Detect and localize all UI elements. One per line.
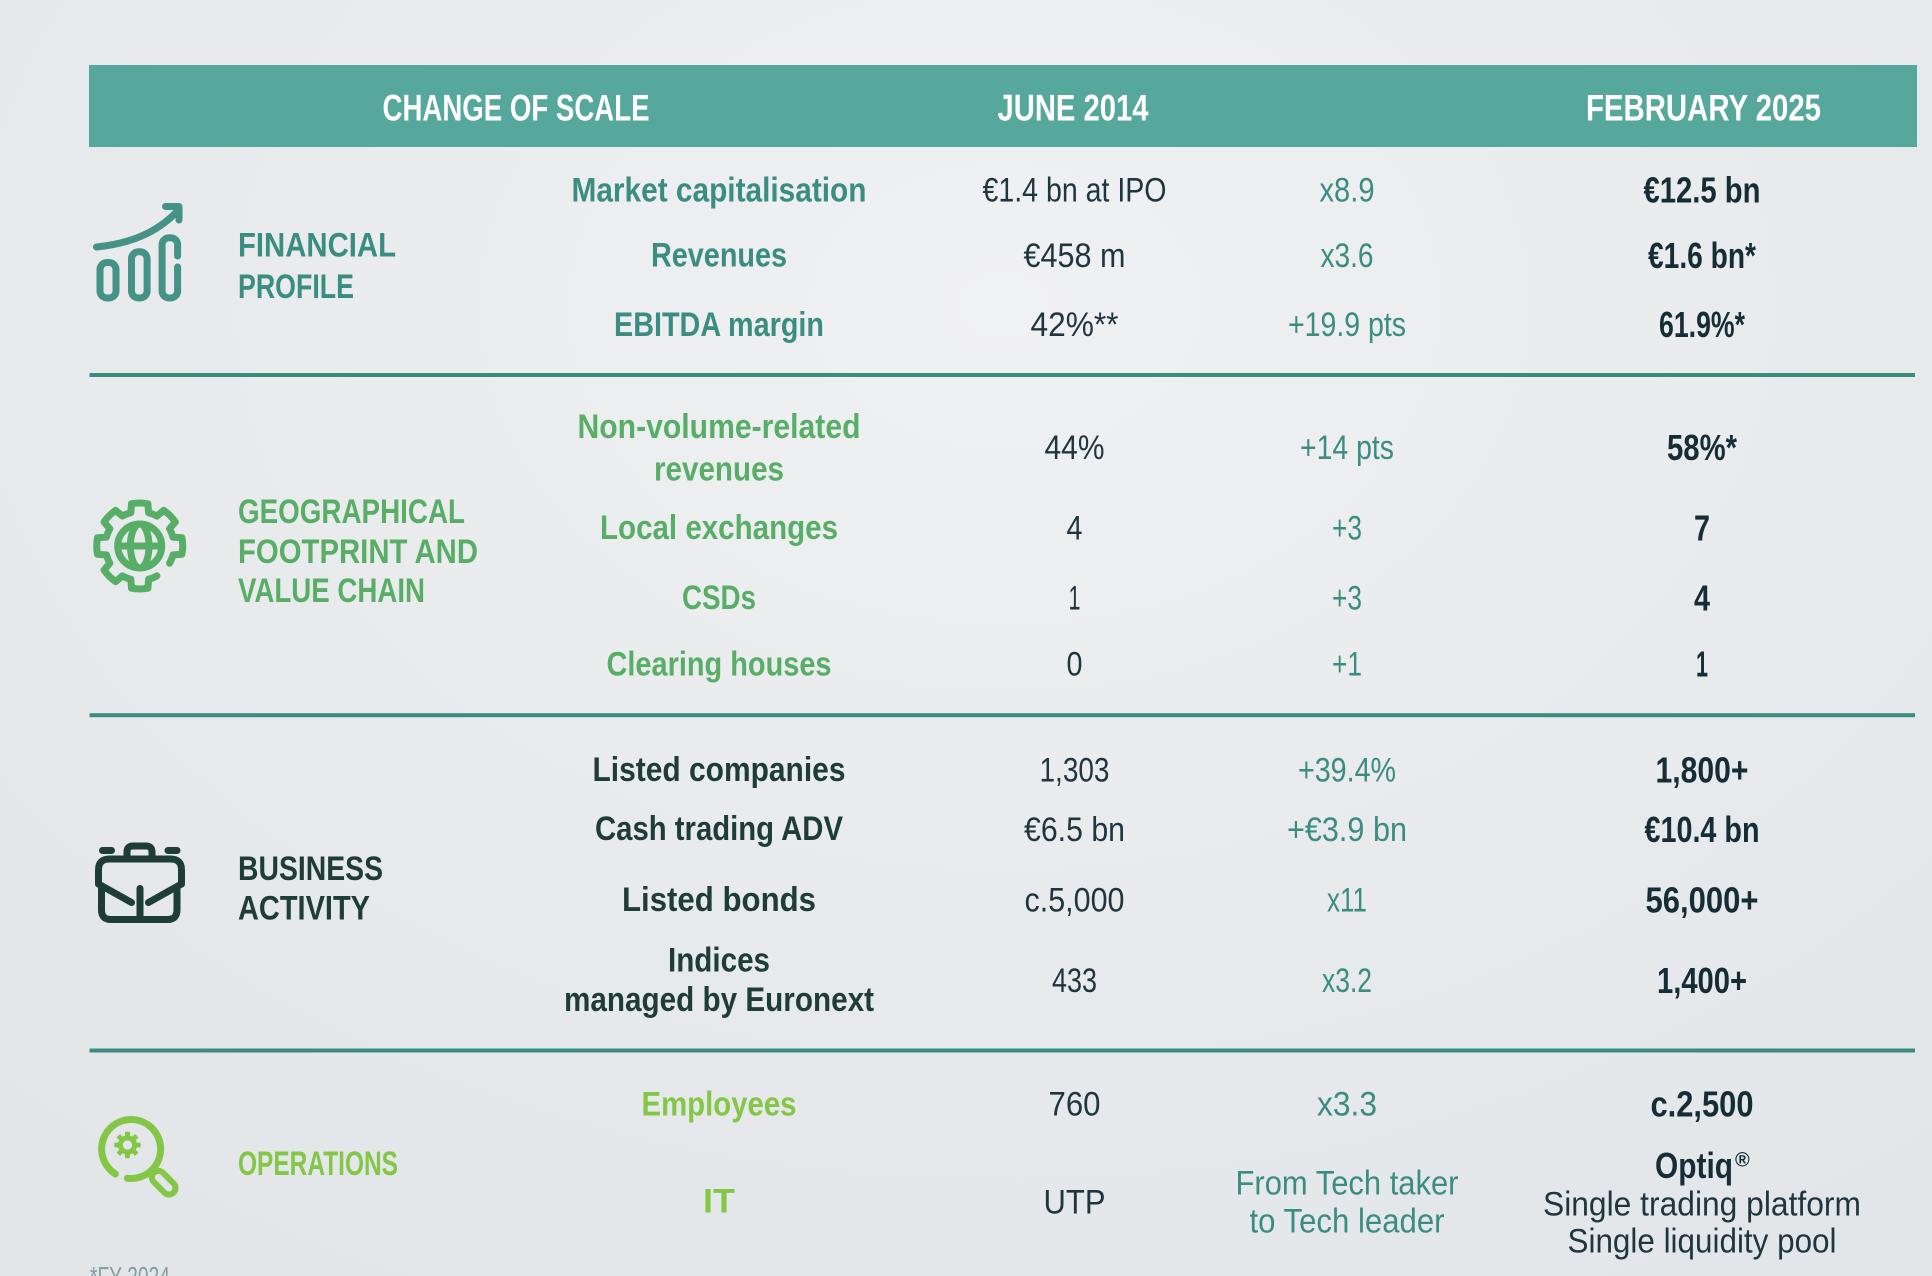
svg-text:ACTIVITY: ACTIVITY: [238, 890, 370, 928]
svg-text:1,400+: 1,400+: [1657, 960, 1747, 1001]
svg-text:7: 7: [1694, 507, 1710, 548]
svg-text:4: 4: [1067, 510, 1083, 548]
svg-text:CSDs: CSDs: [682, 579, 756, 617]
svg-text:VALUE CHAIN: VALUE CHAIN: [238, 572, 425, 610]
svg-text:IT: IT: [703, 1183, 735, 1221]
svg-text:+14 pts: +14 pts: [1300, 429, 1394, 467]
svg-text:61.9%*: 61.9%*: [1659, 304, 1745, 345]
svg-text:Optiq: Optiq: [1655, 1145, 1733, 1186]
svg-text:EBITDA margin: EBITDA margin: [614, 306, 824, 344]
svg-text:€458 m: €458 m: [1024, 237, 1126, 275]
svg-text:€12.5 bn: €12.5 bn: [1644, 169, 1761, 210]
svg-text:+3: +3: [1332, 580, 1362, 618]
svg-text:x8.9: x8.9: [1320, 172, 1375, 210]
svg-text:€10.4 bn: €10.4 bn: [1645, 809, 1760, 850]
svg-text:+19.9 pts: +19.9 pts: [1288, 306, 1406, 344]
svg-text:Non-volume-related: Non-volume-related: [578, 408, 861, 446]
svg-text:Single trading platform: Single trading platform: [1543, 1186, 1861, 1224]
svg-text:FOOTPRINT AND: FOOTPRINT AND: [238, 533, 478, 571]
svg-text:Cash trading ADV: Cash trading ADV: [595, 810, 843, 848]
svg-text:Employees: Employees: [642, 1086, 797, 1124]
svg-text:1,800+: 1,800+: [1656, 749, 1749, 790]
svg-text:BUSINESS: BUSINESS: [238, 850, 383, 888]
svg-text:®: ®: [1735, 1150, 1750, 1172]
svg-text:*FY 2024: *FY 2024: [90, 1261, 170, 1276]
svg-text:c.2,500: c.2,500: [1651, 1083, 1754, 1124]
svg-text:x3.6: x3.6: [1321, 237, 1374, 275]
svg-text:+3: +3: [1332, 510, 1362, 548]
svg-text:Local exchanges: Local exchanges: [600, 509, 838, 547]
svg-text:42%**: 42%**: [1031, 306, 1119, 344]
svg-text:Single liquidity pool: Single liquidity pool: [1568, 1223, 1837, 1261]
svg-text:€6.5 bn: €6.5 bn: [1024, 811, 1125, 849]
svg-text:1,303: 1,303: [1040, 752, 1110, 790]
svg-text:x3.3: x3.3: [1317, 1086, 1377, 1124]
svg-text:1: 1: [1696, 643, 1708, 684]
svg-text:Clearing houses: Clearing houses: [607, 646, 832, 684]
svg-text:OPERATIONS: OPERATIONS: [238, 1145, 398, 1183]
svg-text:433: 433: [1052, 962, 1097, 1000]
svg-text:€1.6 bn*: €1.6 bn*: [1648, 235, 1756, 276]
svg-text:Listed bonds: Listed bonds: [622, 881, 816, 919]
svg-text:x11: x11: [1327, 882, 1367, 920]
svg-text:0: 0: [1067, 646, 1083, 684]
svg-text:PROFILE: PROFILE: [238, 268, 354, 306]
svg-text:Market capitalisation: Market capitalisation: [572, 172, 867, 210]
svg-text:JUNE 2014: JUNE 2014: [998, 86, 1149, 128]
svg-text:44%: 44%: [1045, 429, 1105, 467]
svg-text:GEOGRAPHICAL: GEOGRAPHICAL: [238, 493, 465, 531]
svg-text:From Tech taker: From Tech taker: [1236, 1165, 1459, 1203]
svg-text:1: 1: [1069, 580, 1081, 618]
svg-text:UTP: UTP: [1044, 1184, 1106, 1222]
svg-text:+39.4%: +39.4%: [1298, 752, 1396, 790]
svg-text:managed by Euronext: managed by Euronext: [564, 981, 874, 1019]
svg-text:x3.2: x3.2: [1322, 962, 1372, 1000]
svg-text:revenues: revenues: [654, 451, 784, 489]
svg-text:4: 4: [1694, 577, 1710, 618]
svg-text:CHANGE OF SCALE: CHANGE OF SCALE: [383, 86, 650, 128]
svg-text:Listed companies: Listed companies: [593, 751, 846, 789]
svg-text:58%*: 58%*: [1667, 427, 1737, 468]
svg-text:+1: +1: [1332, 646, 1362, 684]
svg-text:€1.4 bn at IPO: €1.4 bn at IPO: [983, 172, 1167, 210]
svg-text:+€3.9 bn: +€3.9 bn: [1287, 811, 1407, 849]
svg-text:FINANCIAL: FINANCIAL: [238, 227, 396, 265]
svg-text:c.5,000: c.5,000: [1025, 882, 1125, 920]
svg-text:760: 760: [1049, 1086, 1101, 1124]
svg-text:FEBRUARY 2025: FEBRUARY 2025: [1586, 86, 1821, 128]
svg-text:56,000+: 56,000+: [1646, 879, 1759, 920]
svg-text:Revenues: Revenues: [651, 237, 787, 275]
svg-text:Indices: Indices: [668, 942, 770, 980]
svg-text:to Tech leader: to Tech leader: [1250, 1203, 1445, 1241]
